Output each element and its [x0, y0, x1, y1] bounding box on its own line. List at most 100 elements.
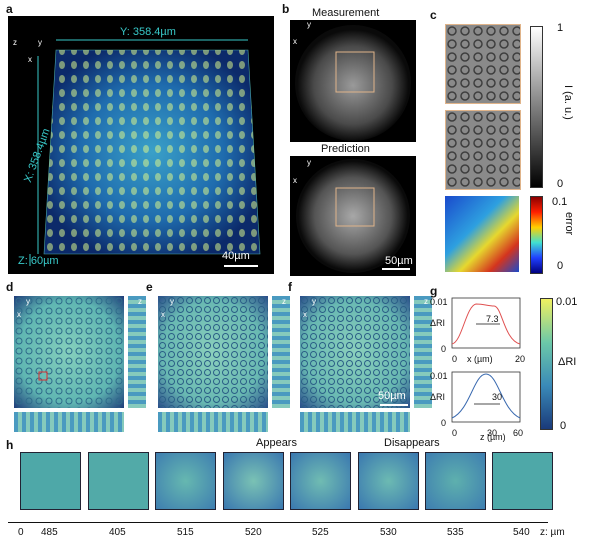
panel-d-axis-y: y	[26, 297, 30, 306]
panel-g-plot-x	[451, 297, 521, 349]
panel-a-scale-label: 40µm	[222, 250, 250, 262]
panel-f-xz-slice	[300, 412, 410, 432]
panel-c-label: c	[430, 8, 437, 22]
panel-h-tick-515: 515	[177, 527, 194, 538]
panel-h-tick-540: 540	[513, 527, 530, 538]
panel-a-label: a	[6, 2, 13, 16]
panel-h-tick-0: 0	[18, 527, 24, 538]
panel-b-prediction-title: Prediction	[321, 143, 370, 155]
panel-c-error-map	[445, 196, 519, 272]
panel-g-plot-z-ymax: 0.01	[430, 371, 448, 381]
panel-c-intensity-label: I (a. u.)	[562, 85, 574, 120]
panel-g-plot-x-ylabel: ΔRI	[430, 318, 446, 328]
panel-a-axis-y: y	[38, 38, 42, 47]
panel-g-plot-z-xlabel: z (µm)	[480, 432, 506, 442]
panel-a-z-dimension: Z: 60µm	[18, 255, 59, 267]
panel-g-plot-x-xtick-0: 0	[452, 354, 458, 364]
panel-f-scale-label: 50µm	[378, 390, 406, 402]
panel-h-tick-520: 520	[245, 527, 262, 538]
panel-f-axis-y: y	[312, 297, 316, 306]
panel-h-slice-540	[492, 452, 553, 510]
panel-f-label: f	[288, 280, 292, 294]
panel-b-measurement-image	[290, 20, 416, 142]
panel-a-axis-z: z	[13, 38, 17, 47]
panel-d-axis-x: x	[17, 310, 21, 319]
panel-c-error-max: 0.1	[552, 196, 568, 208]
panel-h-slice-530	[358, 452, 419, 510]
panel-a-scale-bar	[224, 265, 258, 267]
panel-h-slice-485	[20, 452, 81, 510]
panel-h-tick-525: 525	[312, 527, 329, 538]
panel-a-volume	[29, 39, 261, 266]
panel-f-scale-bar	[380, 404, 408, 406]
panel-h-tick-535: 535	[447, 527, 464, 538]
panel-b-top-axis-y: y	[307, 20, 311, 29]
panel-h-slice-515	[155, 452, 216, 510]
panel-g-plot-x-xtick-1: 20	[515, 354, 526, 364]
panel-h-slice-405	[88, 452, 149, 510]
panel-d-label: d	[6, 280, 14, 294]
panel-b-measurement-title: Measurement	[312, 7, 380, 19]
panel-b-top-axis-x: x	[293, 37, 297, 46]
panel-h-axis-label: z: µm	[540, 527, 565, 538]
panel-f-xy-slice	[300, 296, 410, 408]
panel-h-slice-525	[290, 452, 351, 510]
panel-b-bottom-axis-x: x	[293, 176, 297, 185]
panel-e-label: e	[146, 280, 153, 294]
panel-g-ri-colorbar	[540, 298, 553, 430]
panel-e-axis-x: x	[161, 310, 165, 319]
panel-b-scale-label: 50µm	[385, 255, 413, 267]
panel-g-plot-z-xtick-0: 0	[452, 428, 458, 438]
panel-g-plot-x-annotation: 7.3	[486, 314, 499, 324]
panel-h-label: h	[6, 438, 14, 452]
panel-e-xy-slice	[158, 296, 268, 408]
panel-d-xy-slice	[14, 296, 124, 408]
panel-g-label: g	[430, 284, 438, 298]
panel-e-axis-z: z	[282, 297, 286, 306]
panel-c-measurement-crop	[445, 24, 521, 104]
panel-b-bottom-axis-y: y	[307, 158, 311, 167]
panel-d-axis-z: z	[138, 297, 142, 306]
panel-c-intensity-colorbar	[530, 26, 543, 188]
panel-c-error-colorbar	[530, 196, 543, 274]
panel-g-plot-z-ymin: 0	[441, 418, 447, 428]
panel-g-plot-z-ylabel: ΔRI	[430, 392, 446, 402]
panel-h-slice-535	[425, 452, 486, 510]
panel-h-disappears-label: Disappears	[384, 437, 440, 449]
panel-g-plot-z-xtick-1: 30	[487, 428, 498, 438]
panel-g-cbar-max: 0.01	[556, 296, 578, 308]
panel-f-axis-x: x	[303, 310, 307, 319]
panel-h-tick-530: 530	[380, 527, 397, 538]
panel-f-axis-z: z	[424, 297, 428, 306]
panel-h-appears-label: Appears	[256, 437, 297, 449]
panel-g-plot-z-curve	[451, 373, 521, 419]
panel-e-yz-slice	[272, 296, 290, 408]
panel-c-intensity-min: 0	[557, 178, 564, 190]
panel-g-plot-x-ymin: 0	[441, 344, 447, 354]
panel-b-prediction-image	[290, 156, 416, 276]
panel-d-yz-slice	[128, 296, 146, 408]
panel-h-slice-520	[223, 452, 284, 510]
panel-b-scale-bar	[382, 268, 410, 270]
panel-c-error-label: error	[563, 212, 575, 236]
panel-h-tick-405: 405	[109, 527, 126, 538]
panel-g-cbar-label: ΔRI	[558, 356, 577, 368]
panel-g-plot-z	[451, 371, 521, 423]
panel-f-yz-slice	[414, 296, 432, 408]
panel-c-error-min: 0	[557, 260, 564, 272]
panel-g-plot-x-xlabel: x (µm)	[467, 354, 493, 364]
panel-a-axis-x: x	[28, 55, 32, 64]
panel-h-tick-485: 485	[41, 527, 58, 538]
panel-g-plot-z-annotation: 30	[492, 392, 503, 402]
panel-c-prediction-crop	[445, 110, 521, 190]
panel-e-xz-slice	[158, 412, 268, 432]
panel-a-3d-render	[8, 16, 274, 274]
panel-g-cbar-min: 0	[560, 420, 567, 432]
panel-c-intensity-max: 1	[557, 22, 564, 34]
panel-g-plot-z-xtick-2: 60	[513, 428, 524, 438]
panel-b-label: b	[282, 2, 290, 16]
panel-d-xz-slice	[14, 412, 124, 432]
panel-e-axis-y: y	[170, 297, 174, 306]
panel-g-plot-x-ymax: 0.01	[430, 297, 448, 307]
panel-a-y-dimension: Y: 358.4µm	[120, 26, 176, 38]
